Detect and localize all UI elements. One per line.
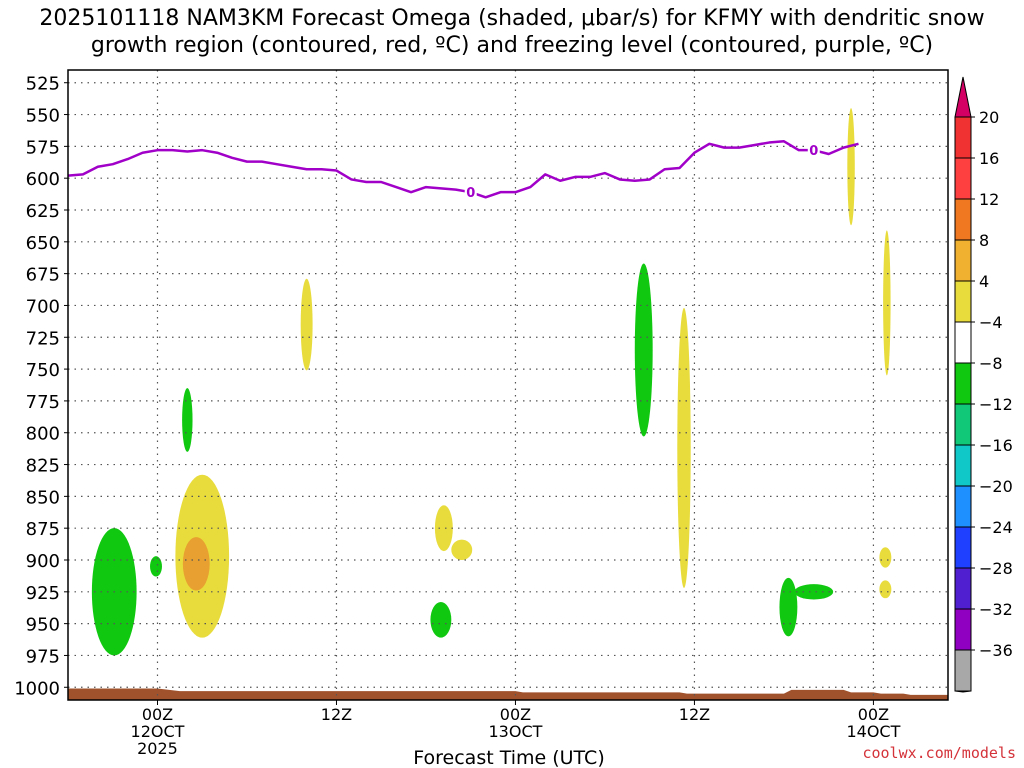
x-tick-label: 00Z: [500, 705, 531, 724]
colorbar: 20 16 12 8 4 −4 −8 −12 −16 −20 −24 −28 −32 −36: [954, 76, 1013, 693]
y-tick-label: 875: [26, 519, 60, 540]
colorbar-label: 12: [979, 190, 999, 209]
y-tick-label: 700: [26, 296, 60, 317]
x-tick-label: 00Z: [858, 705, 889, 724]
x-tick-label: 14OCT: [846, 722, 900, 741]
colorbar-label: −20: [979, 477, 1013, 496]
y-tick-label: 900: [26, 551, 60, 572]
colorbar-top-arrow: [954, 76, 972, 118]
omega-region-yellow-small-right-b: [879, 580, 892, 599]
omega-region-green-mid-a: [430, 602, 452, 638]
terrain-surface: [68, 688, 948, 700]
colorbar-label: −12: [979, 395, 1013, 414]
y-tick-label: 975: [26, 646, 60, 667]
y-tick-label: 925: [26, 583, 60, 604]
colorbar-swatch: [954, 444, 972, 487]
grid-layer: [68, 70, 948, 700]
omega-region-yellow-tall: [677, 308, 691, 588]
freezing-level-layer: 00: [67, 140, 859, 201]
omega-region-green-right: [779, 577, 798, 637]
y-tick-label: 825: [26, 456, 60, 477]
y-tick-label: 725: [26, 328, 60, 349]
y-tick-label: 625: [26, 201, 60, 222]
colorbar-label: −36: [979, 641, 1013, 660]
omega-regions-layer: [91, 108, 892, 656]
x-tick-label: 12Z: [321, 705, 352, 724]
x-axis-label: Forecast Time (UTC): [413, 747, 604, 768]
colorbar-label: 20: [979, 108, 999, 127]
freezing-level-label: 0: [809, 144, 818, 159]
colorbar-bottom-arrow: [954, 690, 972, 693]
colorbar-swatch: [954, 239, 972, 282]
y-tick-label: 775: [26, 392, 60, 413]
colorbar-label: −4: [979, 313, 1003, 332]
x-tick-label: 13OCT: [489, 722, 543, 741]
omega-region-yellow-mid-c: [451, 539, 473, 560]
y-tick-label: 550: [26, 106, 60, 127]
x-tick-label: 00Z: [142, 705, 173, 724]
freezing-level-label-bg-0: [464, 184, 477, 201]
x-tick-label: 12Z: [679, 705, 710, 724]
colorbar-label: 8: [979, 231, 989, 250]
x-tick-label: 2025: [137, 739, 178, 758]
plot-frame: [67, 69, 949, 701]
y-tick-label: 950: [26, 615, 60, 636]
watermark-text: coolwx.com/models: [862, 744, 1016, 762]
freezing-level-label-bg-1: [807, 142, 820, 159]
freezing-level-line: [67, 140, 859, 199]
omega-region-green-right-tail: [794, 584, 834, 600]
omega-region-yellow-high-a: [847, 108, 855, 226]
colorbar-label: −32: [979, 600, 1013, 619]
omega-region-green-tall: [634, 263, 653, 437]
colorbar-swatch: [954, 567, 972, 610]
omega-region-green-small-b: [182, 388, 193, 452]
y-tick-label: 650: [26, 233, 60, 254]
omega-region-orange-core: [182, 537, 210, 591]
x-tick-label: 12OCT: [131, 722, 185, 741]
colorbar-swatch: [954, 280, 972, 323]
y-tick-label: 675: [26, 265, 60, 286]
colorbar-label: 4: [979, 272, 989, 291]
y-tick-label: 800: [26, 424, 60, 445]
terrain-layer: [68, 688, 948, 700]
colorbar-swatch: [954, 403, 972, 446]
colorbar-swatch: [954, 608, 972, 651]
colorbar-label: −16: [979, 436, 1013, 455]
colorbar-label: −24: [979, 518, 1013, 537]
y-tick-label: 600: [26, 169, 60, 190]
colorbar-swatch: [954, 526, 972, 569]
y-tick-label: 525: [26, 74, 60, 95]
omega-region-yellow-high-b: [883, 230, 891, 376]
colorbar-swatch: [954, 362, 972, 405]
colorbar-swatch: [954, 321, 972, 364]
colorbar-label: −8: [979, 354, 1003, 373]
y-tick-label: 1000: [14, 678, 60, 699]
colorbar-swatch: [954, 198, 972, 241]
omega-region-yellow-mid-b: [434, 505, 453, 552]
freezing-level-label: 0: [466, 186, 475, 201]
y-axis-tick-labels: 525 550 575 600 625 650 675 700 725 750 775 800 825 8…: [14, 74, 68, 699]
omega-region-yellow-mid-a: [300, 278, 313, 371]
colorbar-swatch: [954, 157, 972, 200]
colorbar-swatch: [954, 649, 972, 692]
colorbar-swatch: [954, 485, 972, 528]
y-tick-label: 575: [26, 137, 60, 158]
chart-title-line-1: 2025101118 NAM3KM Forecast Omega (shaded…: [39, 6, 985, 31]
colorbar-label: 16: [979, 149, 999, 168]
omega-region-green-small-a: [150, 556, 162, 577]
y-tick-label: 750: [26, 360, 60, 381]
colorbar-swatch: [954, 116, 972, 159]
colorbar-label: −28: [979, 559, 1013, 578]
chart-title-line-2: growth region (contoured, red, ºC) and f…: [90, 33, 934, 58]
omega-region-yellow-small-right-a: [879, 547, 892, 568]
y-tick-label: 850: [26, 487, 60, 508]
